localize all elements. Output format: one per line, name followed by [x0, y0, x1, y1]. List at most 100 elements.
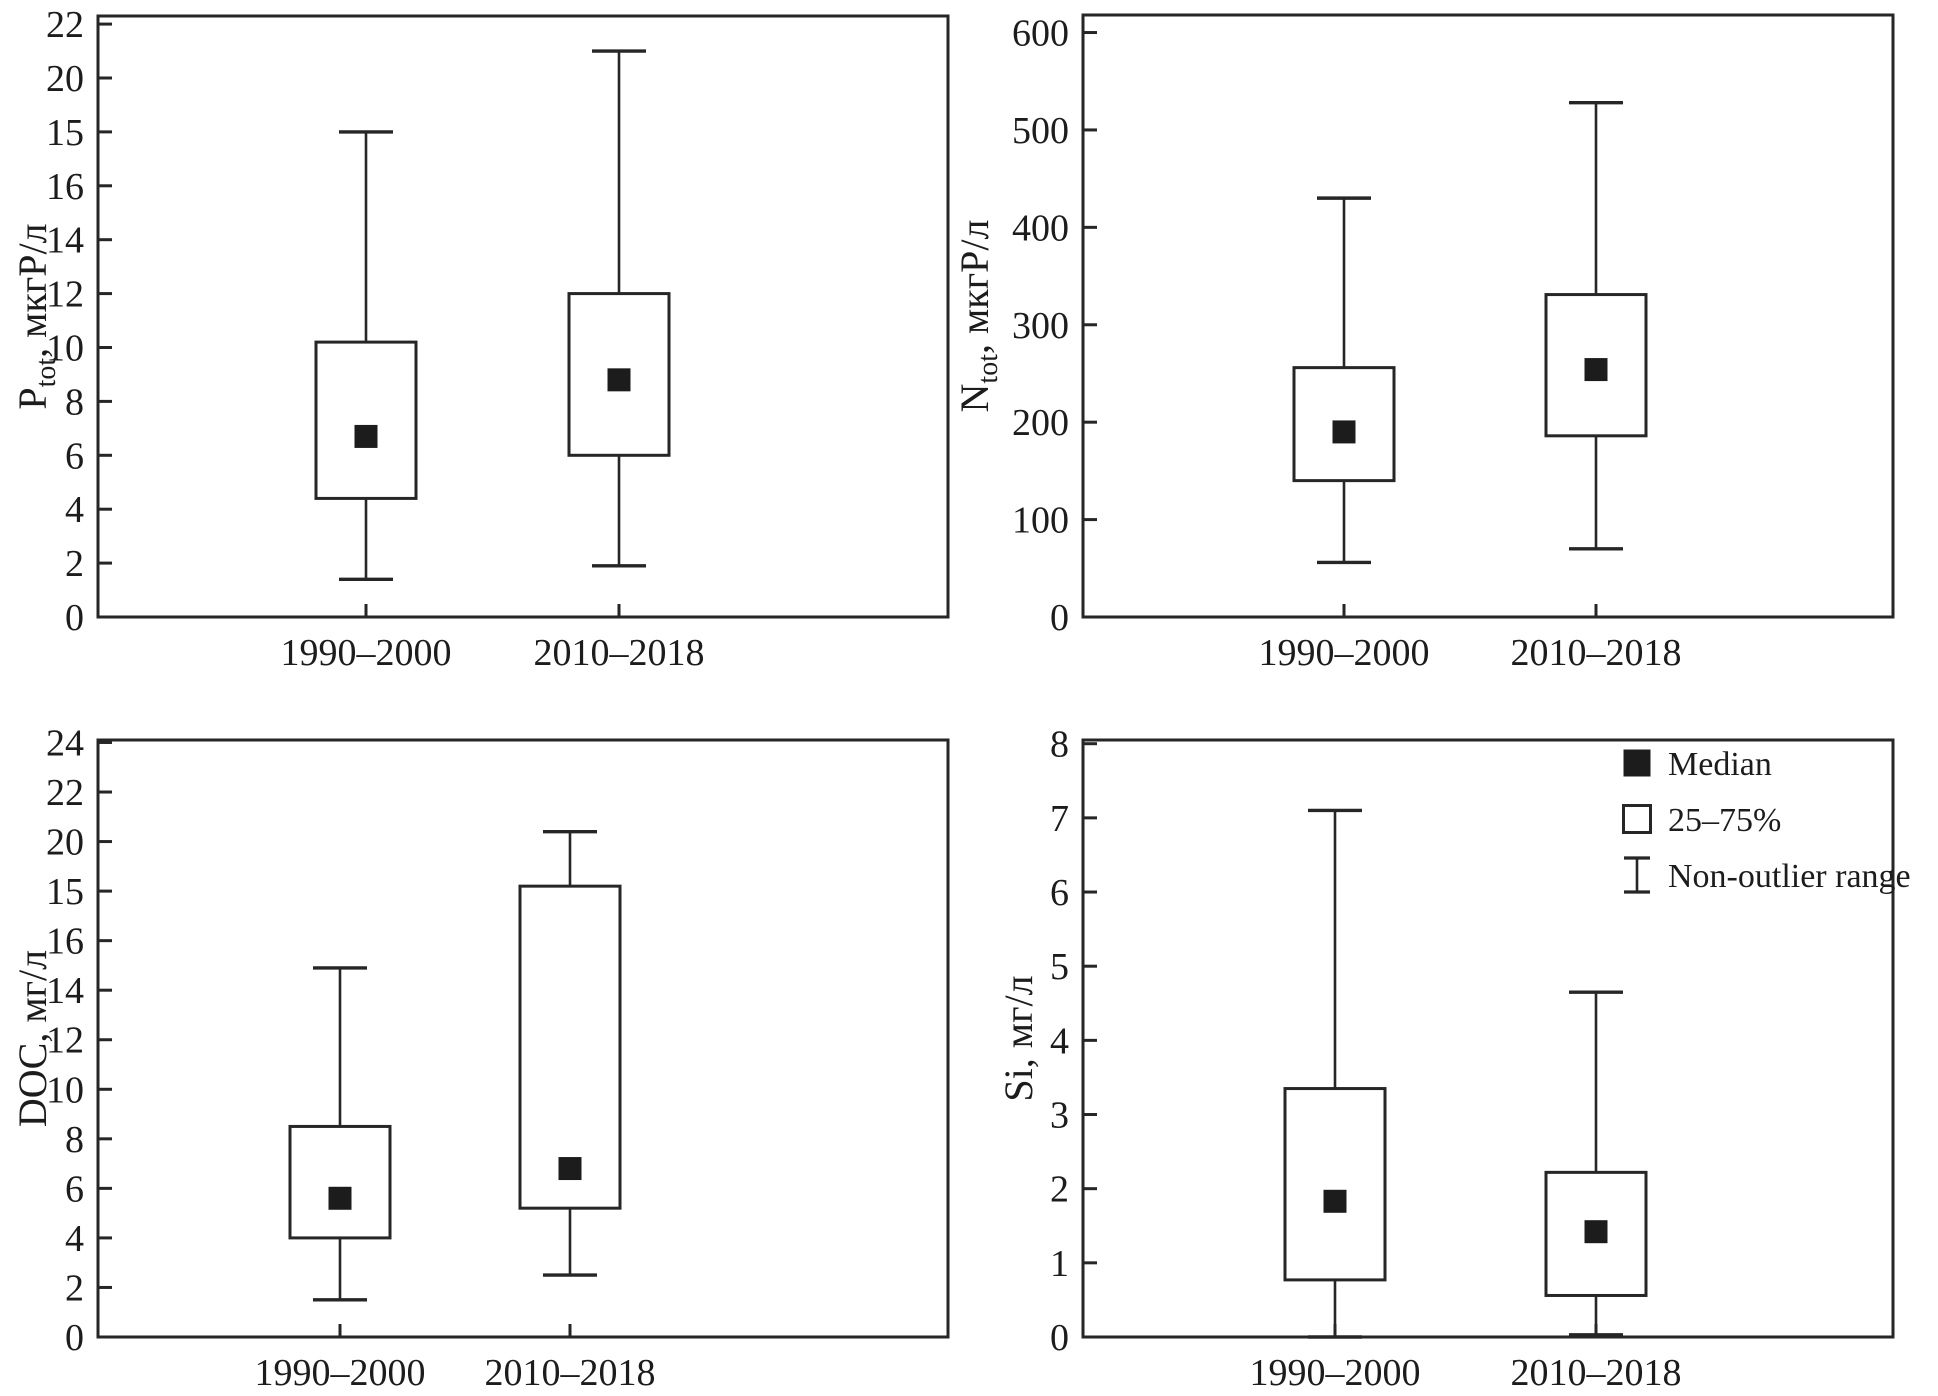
y-tick-label: 14: [46, 970, 84, 1012]
y-tick-label: 10: [46, 327, 84, 369]
x-category-label: 1990–2000: [1259, 632, 1430, 674]
legend-label: Non-outlier range: [1668, 858, 1911, 895]
y-tick-label: 12: [46, 274, 84, 316]
y-tick-label: 2: [65, 1267, 84, 1309]
plot-frame: [1081, 13, 1895, 619]
median-marker: [354, 424, 378, 448]
median-marker: [607, 368, 631, 392]
boxplot-box-1990–2000: [288, 966, 392, 1302]
y-tick-label: 22: [46, 772, 84, 814]
y-axis-title-main: N: [952, 384, 997, 413]
boxplot-box-1990–2000: [1283, 808, 1387, 1339]
y-tick-label: 100: [1012, 500, 1069, 542]
y-tick-label: 2: [1050, 1169, 1069, 1211]
legend-item: [1624, 856, 1650, 894]
y-axis-title-main: P: [10, 387, 55, 409]
y-tick-label: 15: [46, 112, 84, 154]
boxplot-box-2010–2018: [1544, 990, 1648, 1337]
y-tick-label: 12: [46, 1020, 84, 1062]
y-axis-title-unit: , мкгР/л: [952, 220, 997, 355]
quartile-box: [1283, 1087, 1387, 1282]
panel-top-left: 0 2 4 6 8 10 12 14 16 15 20 22 1990–2000 2010–2018 Pto…: [10, 4, 950, 674]
y-tick-label: 6: [65, 435, 84, 477]
y-tick-label: 0: [1050, 597, 1069, 639]
boxplot-box-1990–2000: [1292, 196, 1396, 565]
y-tick-label: 7: [1050, 798, 1069, 840]
y-axis-title-unit: , мкгР/л: [10, 223, 55, 358]
y-tick-label: 0: [1050, 1317, 1069, 1359]
y-axis-title-sub: tot: [31, 358, 62, 388]
y-tick-label: 20: [46, 822, 84, 864]
y-tick-label: 24: [46, 722, 84, 764]
median-marker: [1584, 358, 1608, 382]
y-axis-title: DOC, мг/л: [10, 950, 55, 1127]
y-tick-label: 6: [65, 1168, 84, 1210]
boxplot-box-2010–2018: [1544, 100, 1648, 551]
y-axis-title: Ptot, мкгР/л: [10, 223, 62, 409]
y-tick-label: 22: [46, 4, 84, 46]
median-filled-square-icon: [1623, 749, 1651, 777]
boxplot-box-2010–2018: [567, 49, 671, 568]
y-tick-label: 10: [46, 1069, 84, 1111]
y-axis-title: Ntot, мкгР/л: [952, 220, 1004, 413]
y-axis-title-main: DOC: [10, 1043, 55, 1127]
y-tick-label: 0: [65, 597, 84, 639]
boxplot-box-2010–2018: [518, 829, 622, 1277]
legend-item: [1623, 749, 1651, 777]
y-tick-label: 2: [65, 543, 84, 585]
y-tick-label: 200: [1012, 402, 1069, 444]
y-tick-label: 4: [65, 1218, 84, 1260]
y-tick-label: 0: [65, 1317, 84, 1359]
y-tick-label: 500: [1012, 110, 1069, 152]
y-tick-label: 14: [46, 220, 84, 262]
legend-label: Median: [1668, 746, 1772, 783]
y-tick-label: 8: [65, 1119, 84, 1161]
quartile-box: [518, 884, 622, 1210]
median-marker: [558, 1157, 582, 1181]
y-tick-label: 16: [46, 166, 84, 208]
y-axis-title-sub: tot: [973, 354, 1004, 384]
x-category-label: 1990–2000: [1250, 1352, 1421, 1394]
boxplot-box-1990–2000: [314, 130, 418, 581]
x-category-label: 2010–2018: [534, 632, 705, 674]
y-tick-label: 600: [1012, 13, 1069, 55]
x-category-label: 2010–2018: [1511, 632, 1682, 674]
y-tick-label: 1: [1050, 1243, 1069, 1285]
x-category-label: 2010–2018: [1511, 1352, 1682, 1394]
median-marker: [1323, 1189, 1347, 1213]
y-tick-label: 20: [46, 58, 84, 100]
quartile-box: [314, 340, 418, 500]
quartile-box: [288, 1124, 392, 1240]
y-tick-label: 400: [1012, 207, 1069, 249]
quartile-open-box-icon: [1622, 804, 1652, 834]
plot-frame: [1081, 738, 1895, 1339]
panel-top-right: 0 100 200 300 400 500 600 1990–2000 2010–2018 Nto…: [952, 13, 1895, 674]
x-category-label: 2010–2018: [485, 1352, 656, 1394]
y-tick-label: 3: [1050, 1095, 1069, 1137]
legend: [1622, 749, 1652, 894]
y-tick-label: 16: [46, 921, 84, 963]
y-tick-label: 4: [1050, 1020, 1069, 1062]
median-marker: [1332, 420, 1356, 444]
x-category-label: 1990–2000: [281, 632, 452, 674]
whisker-i-beam-icon: [1624, 856, 1650, 894]
median-marker: [328, 1186, 352, 1210]
y-tick-label: 300: [1012, 305, 1069, 347]
y-tick-label: 6: [1050, 872, 1069, 914]
x-category-label: 1990–2000: [255, 1352, 426, 1394]
y-axis-title: Si, мг/л: [996, 975, 1041, 1101]
y-tick-label: 5: [1050, 946, 1069, 988]
median-marker: [1584, 1220, 1608, 1244]
y-axis-title-unit: , мг/л: [10, 950, 55, 1043]
legend-label: 25–75%: [1668, 802, 1781, 839]
y-tick-label: 4: [65, 489, 84, 531]
y-tick-label: 8: [65, 381, 84, 423]
plot-frame: [96, 14, 950, 619]
panel-bottom-right: 0 1 2 3 4 5 6 7 8 1990–2000 2010–2018 Si, мг/л Media…: [996, 724, 1911, 1394]
y-tick-label: 15: [46, 871, 84, 913]
y-axis-title-unit: , мг/л: [996, 975, 1041, 1068]
legend-item: [1622, 804, 1652, 834]
